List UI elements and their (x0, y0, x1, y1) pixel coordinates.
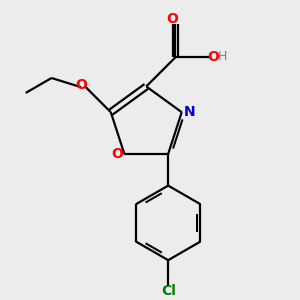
Text: O: O (208, 50, 219, 64)
Text: O: O (167, 12, 178, 26)
Text: N: N (183, 105, 195, 119)
Text: O: O (111, 147, 123, 161)
Text: H: H (218, 50, 227, 63)
Text: Cl: Cl (161, 284, 176, 298)
Text: O: O (75, 78, 87, 92)
